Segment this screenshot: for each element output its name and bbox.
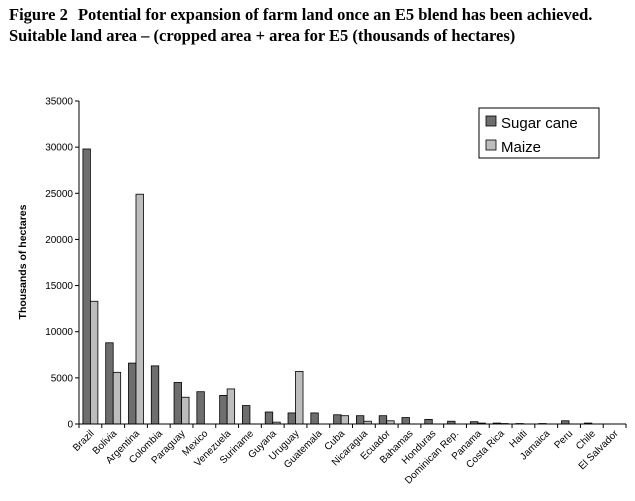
figure-label: Figure 2 (9, 5, 68, 24)
y-tick-label: 20000 (45, 235, 73, 246)
figure-caption: Figure 2 Potential for expansion of farm… (9, 4, 624, 46)
y-tick-label: 35000 (45, 97, 73, 108)
bars (82, 148, 593, 425)
bar-maize-uruguay (295, 370, 304, 425)
bar-sugar-cane-paraguay (173, 382, 182, 425)
y-axis-label: Thousands of hectares (17, 204, 29, 319)
legend-box (478, 107, 600, 159)
figure-caption-text: Potential for expansion of farm land onc… (9, 5, 593, 45)
bar-sugar-cane-bolivia (105, 342, 114, 425)
y-tick-label: 0 (67, 420, 73, 431)
bar-maize-argentina (135, 193, 144, 425)
bar-sugar-cane-guatemala (310, 412, 319, 425)
bar-sugar-cane-nicaragua (355, 415, 365, 425)
legend-swatch-maize (485, 139, 497, 151)
bar-sugar-cane-venezuela (219, 394, 228, 425)
bar-sugar-cane-honduras (424, 418, 433, 425)
legend-label-sugar-cane: Sugar cane (501, 115, 578, 132)
bar-maize-brazil (89, 300, 99, 425)
bar-sugar-cane-bahamas (401, 417, 410, 425)
bar-maize-bolivia (112, 371, 122, 425)
bar-maize-cuba (340, 415, 350, 425)
bar-maize-paraguay (181, 396, 190, 425)
y-tick-label: 10000 (45, 327, 73, 338)
x-axis: BrazilBoliviaArgentinaColombiaParaguayMe… (71, 423, 627, 486)
y-tick-label: 30000 (45, 143, 73, 154)
legend: Sugar cane Maize (478, 107, 600, 159)
bar-sugar-cane-brazil (82, 148, 91, 425)
y-axis: 35000 30000 25000 20000 15000 10000 5000 0 (45, 97, 80, 431)
bar-sugar-cane-suriname (242, 405, 251, 425)
bar-sugar-cane-ecuador (378, 415, 388, 425)
x-tick-label-peru: Peru (552, 428, 575, 451)
bar-maize-venezuela (226, 388, 236, 425)
bar-sugar-cane-colombia (150, 365, 160, 425)
bar-sugar-cane-cuba (333, 414, 342, 425)
y-tick-label: 15000 (45, 281, 73, 292)
bar-sugar-cane-uruguay (287, 412, 296, 425)
legend-swatch-sugar-cane (485, 115, 497, 127)
legend-label-maize: Maize (501, 139, 541, 156)
bar-sugar-cane-argentina (128, 362, 137, 425)
y-tick-label: 25000 (45, 189, 73, 200)
bar-sugar-cane-guyana (264, 411, 274, 425)
y-tick-label: 5000 (51, 373, 74, 384)
bar-sugar-cane-mexico (196, 391, 205, 425)
